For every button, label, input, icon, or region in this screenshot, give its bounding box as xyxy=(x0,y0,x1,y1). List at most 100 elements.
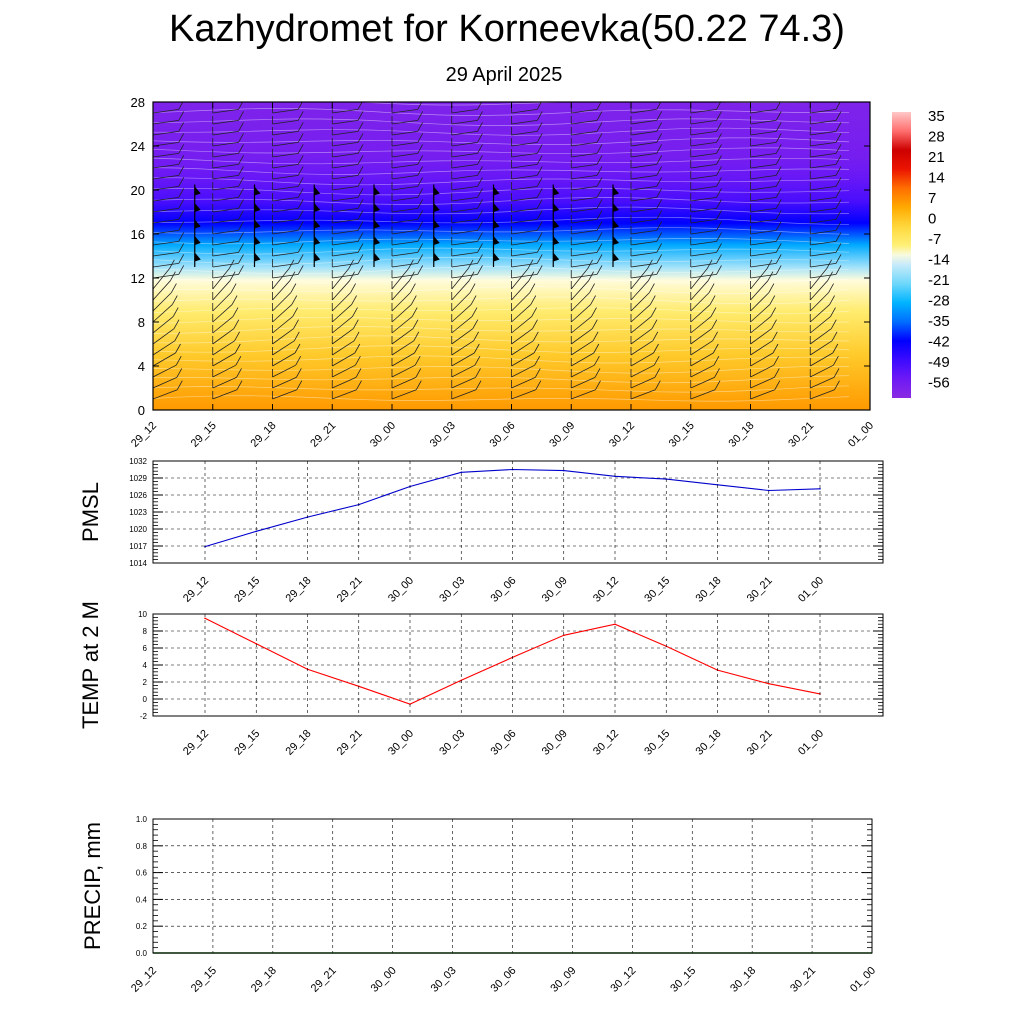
wind-barb xyxy=(750,274,777,279)
y-tick-label: 0.6 xyxy=(136,869,148,878)
wind-barb xyxy=(869,310,870,311)
wind-barb-feather xyxy=(238,254,244,264)
wind-barb-feather xyxy=(178,177,185,187)
wind-pennant xyxy=(254,186,261,196)
wind-barb xyxy=(332,389,357,400)
wind-barb xyxy=(869,277,870,278)
x-tick-label: 30_09 xyxy=(540,575,570,605)
wind-barb-feather xyxy=(357,166,364,176)
y-tick-label: -2 xyxy=(140,712,148,721)
colorbar-label: -21 xyxy=(928,272,950,289)
wind-pennant xyxy=(613,186,619,196)
wind-barb xyxy=(272,292,292,312)
wind-barb xyxy=(511,164,538,169)
wind-barb-feather xyxy=(417,210,424,220)
wind-barb xyxy=(391,230,418,235)
wind-barb xyxy=(212,208,239,213)
wind-barb-feather xyxy=(589,283,595,293)
wind-barb xyxy=(810,142,837,147)
contour-line xyxy=(153,286,850,295)
data-point xyxy=(768,682,770,685)
contour-line xyxy=(153,316,850,324)
wind-barb-feather xyxy=(656,210,663,220)
wind-pennant xyxy=(493,203,500,212)
wind-barb-feather xyxy=(178,111,185,121)
wind-barb xyxy=(332,340,355,356)
wind-barb xyxy=(690,316,712,334)
wind-barb-feather xyxy=(171,295,178,305)
wind-barb xyxy=(212,389,238,400)
panel-frame xyxy=(152,460,884,564)
wind-barb xyxy=(511,268,529,290)
wind-barb xyxy=(810,120,837,125)
wind-barb xyxy=(690,340,713,356)
wind-barb-feather xyxy=(297,177,304,187)
wind-barb-feather xyxy=(178,243,185,253)
wind-barb-feather xyxy=(536,166,543,176)
wind-barb-feather xyxy=(716,265,722,275)
wind-barb xyxy=(451,164,478,169)
wind-barb xyxy=(750,292,770,312)
y-tick-label: 0.4 xyxy=(136,895,148,904)
wind-barb xyxy=(810,252,837,257)
wind-barb-feather xyxy=(238,155,244,165)
wind-barb xyxy=(272,252,299,257)
wind-pennant xyxy=(254,236,261,245)
wind-barb xyxy=(331,280,350,301)
wind-barb-feather xyxy=(238,210,244,220)
wind-barb xyxy=(272,219,299,224)
wind-pennant xyxy=(553,203,560,212)
wind-barb xyxy=(451,109,478,114)
wind-barb-feather xyxy=(357,210,364,220)
wind-barb-feather xyxy=(238,188,244,198)
y-tick-label: 0.2 xyxy=(136,922,148,931)
wind-barb xyxy=(272,120,299,125)
wind-barb-feather xyxy=(712,331,718,341)
wind-pennant xyxy=(374,219,380,229)
wind-barb-feather xyxy=(656,155,663,165)
wind-barb xyxy=(630,131,657,136)
cross-section-panel: 0 4 8 12 16 20 24 28 29_12 29_15 29_18 29_21 30_00 30… xyxy=(129,95,876,450)
wind-barb xyxy=(869,189,870,190)
wind-barb-feather xyxy=(536,243,543,253)
wind-barb xyxy=(750,197,777,202)
wind-barb xyxy=(153,352,176,367)
wind-barb-feather xyxy=(596,188,603,198)
wind-barb-feather xyxy=(716,210,722,220)
wind-barb xyxy=(153,274,179,279)
wind-barb-feather xyxy=(656,122,663,132)
wind-barb-feather xyxy=(234,343,241,354)
wind-barb-feather xyxy=(656,232,663,242)
wind-barb-feather xyxy=(477,177,483,187)
wind-barb-feather xyxy=(716,177,722,187)
wind-barb xyxy=(391,197,418,202)
wind-barb xyxy=(272,328,294,345)
y-tick-label: 0 xyxy=(138,403,145,418)
wind-barb-feather xyxy=(596,243,603,253)
wind-barb xyxy=(153,304,173,323)
wind-pennant xyxy=(374,186,380,196)
wind-barb xyxy=(153,186,179,191)
wind-barb-feather xyxy=(829,295,835,305)
wind-barb xyxy=(511,142,538,147)
x-tick-label: 30_12 xyxy=(608,965,638,995)
wind-barb xyxy=(630,164,657,169)
wind-barb-feather xyxy=(656,166,663,176)
wind-barb-feather xyxy=(536,254,543,264)
wind-barb-feather xyxy=(770,307,777,317)
y-tick-label: 8 xyxy=(138,315,145,330)
wind-barb xyxy=(451,352,475,367)
page-title: Kazhydromet for Korneevka(50.22 74.3) xyxy=(169,8,845,50)
wind-barb xyxy=(391,120,418,125)
wind-barb-feather xyxy=(775,265,782,275)
wind-barb-feather xyxy=(775,188,782,198)
wind-barb xyxy=(153,364,177,378)
wind-barb xyxy=(272,364,296,378)
wind-barb-feather xyxy=(774,380,781,390)
x-tick-label: 30_21 xyxy=(788,965,818,995)
wind-barb xyxy=(272,131,299,136)
x-tick-label: 30_00 xyxy=(386,728,416,758)
wind-barb-feather xyxy=(295,356,302,366)
x-tick-label: 29_12 xyxy=(129,965,159,995)
wind-barb xyxy=(570,316,592,334)
